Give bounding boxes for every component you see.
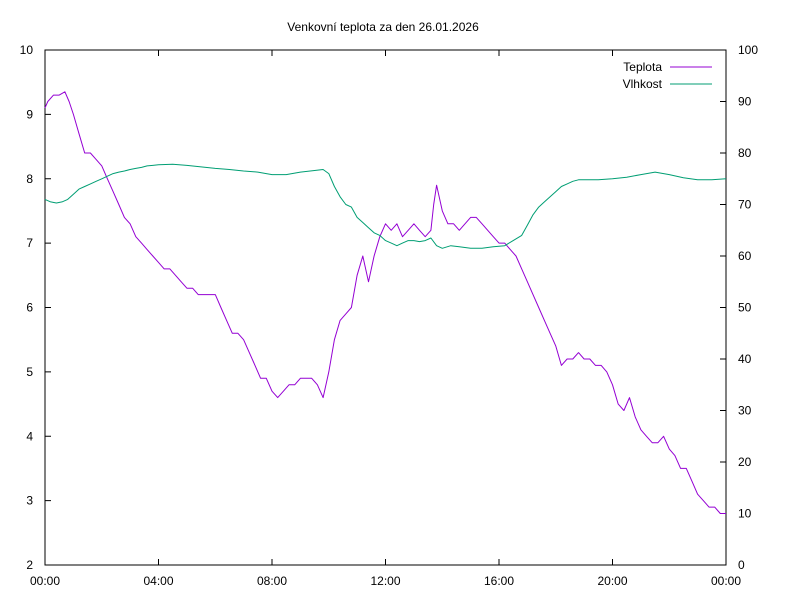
y-left-tick-label: 7 xyxy=(26,236,33,250)
y-left-tick-label: 3 xyxy=(26,494,33,508)
y-left-tick-label: 8 xyxy=(26,172,33,186)
y-left-tick-label: 5 xyxy=(26,365,33,379)
y-right-tick-label: 70 xyxy=(738,198,752,212)
x-tick-label: 00:00 xyxy=(711,574,741,588)
x-tick-label: 12:00 xyxy=(370,574,400,588)
y-right-tick-label: 10 xyxy=(738,507,752,521)
y-right-tick-label: 90 xyxy=(738,95,752,109)
x-tick-label: 04:00 xyxy=(143,574,173,588)
x-tick-label: 20:00 xyxy=(597,574,627,588)
y-right-tick-label: 50 xyxy=(738,301,752,315)
x-tick-label: 08:00 xyxy=(257,574,287,588)
y-left-tick-label: 4 xyxy=(26,429,33,443)
chart-title: Venkovní teplota za den 26.01.2026 xyxy=(287,20,479,34)
y-right-tick-label: 30 xyxy=(738,404,752,418)
y-left-tick-label: 6 xyxy=(26,301,33,315)
y-left-tick-label: 10 xyxy=(20,43,34,57)
x-tick-label: 00:00 xyxy=(30,574,60,588)
y-right-tick-label: 20 xyxy=(738,455,752,469)
y-right-tick-label: 0 xyxy=(738,558,745,572)
x-tick-label: 16:00 xyxy=(484,574,514,588)
plot-frame xyxy=(44,49,727,566)
legend-label: Teplota xyxy=(623,60,662,74)
axis-ticks: 00:00 04:00 08:00 12:00 16:00 20:00 00:00 2 3 4 5 6… xyxy=(20,43,759,588)
y-right-tick-label: 100 xyxy=(738,43,758,57)
y-right-tick-label: 80 xyxy=(738,146,752,160)
series-line-vlhkost xyxy=(44,163,727,249)
legend: Teplota Vlhkost xyxy=(623,60,712,91)
y-left-tick-label: 9 xyxy=(26,107,33,121)
y-right-tick-label: 60 xyxy=(738,249,752,263)
legend-label: Vlhkost xyxy=(623,77,663,91)
series-line-teplota xyxy=(44,91,726,514)
series-lines xyxy=(44,91,727,514)
y-right-tick-label: 40 xyxy=(738,352,752,366)
y-left-tick-label: 2 xyxy=(26,558,33,572)
